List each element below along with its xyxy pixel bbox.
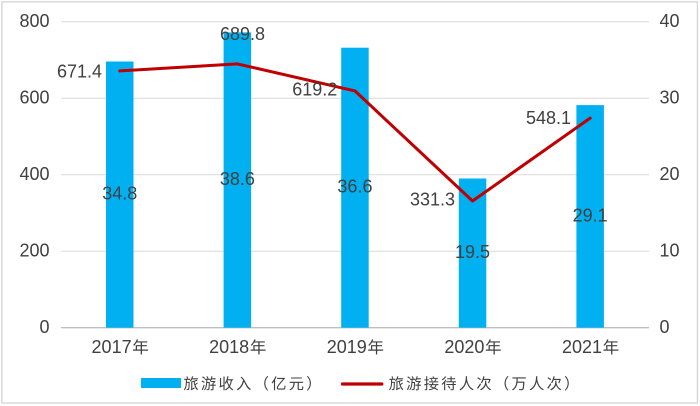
svg-text:2017: 2017 (92, 337, 132, 357)
svg-text:600: 600 (19, 87, 49, 107)
svg-text:36.6: 36.6 (337, 177, 372, 197)
svg-text:38.6: 38.6 (220, 169, 255, 189)
svg-text:331.3: 331.3 (410, 189, 455, 209)
svg-text:2018: 2018 (209, 337, 249, 357)
svg-text:20: 20 (660, 164, 680, 184)
svg-text:0: 0 (39, 317, 49, 337)
svg-text:29.1: 29.1 (573, 205, 608, 225)
svg-text:34.8: 34.8 (102, 184, 137, 204)
svg-text:30: 30 (660, 87, 680, 107)
svg-text:671.4: 671.4 (57, 62, 102, 82)
svg-text:2021: 2021 (562, 337, 602, 357)
svg-text:548.1: 548.1 (526, 108, 571, 128)
svg-text:200: 200 (19, 240, 49, 260)
svg-text:619.2: 619.2 (292, 80, 337, 100)
svg-text:400: 400 (19, 164, 49, 184)
svg-text:19.5: 19.5 (455, 242, 490, 262)
svg-text:800: 800 (19, 11, 49, 31)
svg-text:40: 40 (660, 11, 680, 31)
svg-text:689.8: 689.8 (220, 24, 265, 44)
svg-text:0: 0 (660, 317, 670, 337)
svg-text:10: 10 (660, 240, 680, 260)
svg-text:2019: 2019 (327, 337, 367, 357)
svg-text:2020: 2020 (444, 337, 484, 357)
